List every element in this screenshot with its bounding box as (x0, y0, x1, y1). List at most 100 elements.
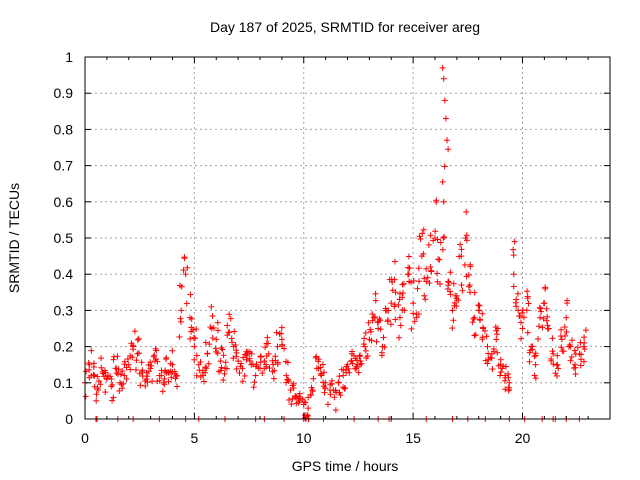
data-point (270, 375, 277, 382)
data-point (540, 315, 547, 322)
data-point (191, 343, 198, 350)
data-point (145, 361, 152, 368)
data-point (447, 269, 454, 276)
data-point (564, 297, 571, 304)
data-point (274, 343, 281, 350)
data-point (531, 372, 538, 379)
data-point (543, 317, 550, 324)
data-point (243, 356, 250, 363)
data-point (233, 365, 240, 372)
data-point (129, 354, 136, 361)
data-point (410, 300, 417, 307)
data-point (199, 369, 206, 376)
data-point (319, 361, 326, 368)
data-point (368, 337, 375, 344)
data-point (342, 366, 349, 373)
data-point (307, 391, 314, 398)
data-point (497, 369, 504, 376)
data-point (469, 319, 476, 326)
data-point (536, 304, 543, 311)
data-point (439, 64, 446, 71)
data-point (494, 349, 501, 356)
data-point (340, 372, 347, 379)
data-point (282, 358, 289, 365)
data-point (397, 314, 403, 321)
data-point (341, 385, 348, 392)
data-point (457, 241, 464, 248)
data-point (191, 356, 198, 363)
data-point (435, 256, 442, 263)
data-point (445, 146, 452, 153)
data-point (519, 309, 526, 316)
data-point (353, 357, 360, 364)
data-point (108, 383, 115, 390)
data-point (375, 325, 382, 332)
data-point (424, 274, 431, 281)
data-point (332, 407, 339, 414)
data-point (518, 335, 525, 342)
data-point (192, 335, 199, 342)
data-point (479, 310, 486, 317)
data-point (365, 319, 372, 326)
y-tick-label: 1 (65, 49, 73, 65)
data-point (123, 376, 130, 383)
data-point (127, 366, 134, 373)
data-point (357, 361, 364, 368)
data-point (159, 388, 166, 395)
data-point (510, 271, 517, 278)
data-point (144, 373, 151, 380)
data-point (488, 355, 495, 362)
data-point (553, 372, 560, 379)
data-point (93, 397, 100, 404)
data-point (214, 350, 221, 357)
data-point (209, 312, 216, 319)
data-point (432, 228, 439, 235)
data-point (452, 292, 459, 299)
data-point (207, 324, 214, 331)
data-point (119, 385, 126, 392)
data-point (510, 246, 517, 253)
data-point (313, 353, 320, 360)
data-point (343, 363, 350, 370)
data-point (281, 345, 288, 352)
data-point (520, 314, 527, 321)
data-point (107, 373, 114, 380)
data-point (525, 300, 532, 307)
data-point (524, 293, 531, 300)
data-point (287, 387, 294, 394)
data-point (581, 334, 588, 341)
data-point (433, 198, 440, 205)
data-point (459, 287, 466, 294)
y-axis-title: SRMTID / TECUs (6, 183, 22, 293)
data-point (364, 352, 371, 359)
data-point (500, 363, 507, 370)
data-point (467, 261, 474, 268)
data-point (283, 372, 290, 379)
data-point (458, 246, 465, 253)
data-point (250, 384, 257, 391)
data-point (571, 347, 578, 354)
data-point (453, 303, 460, 310)
data-point (133, 357, 140, 364)
data-point (262, 344, 269, 351)
data-point (180, 267, 187, 274)
plot-frame (84, 56, 611, 420)
data-point (108, 376, 115, 383)
data-point (538, 308, 545, 315)
data-point (158, 372, 165, 379)
data-point (535, 323, 542, 330)
data-point (225, 329, 232, 336)
data-point (501, 377, 508, 384)
data-point (562, 332, 569, 339)
data-point (511, 238, 518, 245)
data-point (114, 353, 121, 360)
data-point (540, 300, 547, 307)
data-point (549, 348, 556, 355)
data-point (340, 384, 347, 391)
data-point (174, 383, 181, 390)
data-point (513, 296, 520, 303)
data-point (278, 330, 285, 337)
data-point (558, 336, 565, 343)
data-point (117, 371, 124, 378)
